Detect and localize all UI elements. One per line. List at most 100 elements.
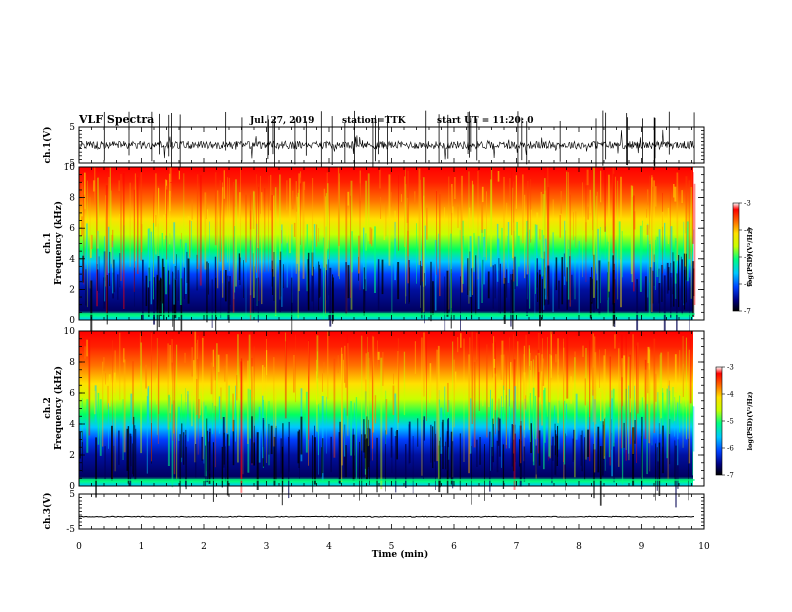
ch1-colorbar-ticks: -3 -4 -5 -6 -7 [739,200,751,316]
spectrogram-stripe [563,341,564,462]
spectrogram-stripe [674,398,675,421]
spectrogram-stripe [199,175,202,286]
spectrogram-stripe [520,421,522,481]
ch3-waveform-ticks: 5 -5 [66,490,705,535]
spectrogram-stripe [633,211,636,230]
spectrogram-stripe [368,419,369,467]
spectrogram-stripe [509,337,510,407]
spectrogram-stripe [548,338,549,461]
spectrogram-stripe [249,210,252,230]
spectrogram-stripe [632,427,635,486]
spectrogram-stripe [567,239,570,300]
spectrogram-stripe [429,363,432,399]
spectrogram-stripe [543,390,545,470]
spectrogram-stripe [587,206,589,220]
spectrogram-stripe [176,254,177,280]
ch1-colorbar-label: log(PSD)(V²/Hz) [746,228,754,287]
spectrogram-stripe [574,236,576,300]
spectrogram-stripe [168,270,170,318]
spectrogram-stripe [513,334,515,454]
spectrogram-stripe [214,172,217,246]
spectrogram-stripe [440,407,443,454]
spectrogram-stripe [686,268,687,303]
spectrogram-stripe [96,177,98,307]
spectrogram-stripe [511,171,513,236]
spectrogram-stripe [196,174,199,269]
spectrogram-stripe [204,192,207,270]
spectrogram-stripe [338,432,341,484]
spectrogram-stripe [444,207,445,225]
spectrogram-stripe [513,181,515,282]
spectrogram-stripe [296,196,299,264]
spectrogram-stripe [497,417,500,446]
spectrogram-stripe [299,171,302,184]
spectrogram-stripe [672,387,674,423]
spectrogram-stripe [328,259,330,296]
spectrogram-stripe [655,186,657,207]
spectrogram-stripe [311,252,314,302]
spectrogram-stripe [316,335,319,405]
spectrogram-stripe [444,276,446,338]
x-tick-label: 10 [698,542,710,552]
spectrogram-stripe [463,338,465,462]
spectrogram-stripe [273,252,275,301]
spectrogram-stripe [435,433,436,490]
spectrogram-stripe [364,391,367,475]
spectrogram-stripe [394,210,396,239]
spectrogram-stripe [412,436,414,494]
spectrogram-stripe [452,441,454,489]
spectrogram-stripe [308,361,309,466]
x-tick-label: 0 [76,542,82,552]
spectrogram-stripe [325,196,326,314]
y-tick-label: 6 [69,389,75,399]
spectrogram-stripe [417,418,419,447]
spectrogram-stripe [688,349,691,464]
ch2-colorbar-label: log(PSD)(V²/Hz) [746,392,754,451]
spectrogram-stripe [460,195,462,283]
spectrogram-stripe [151,333,152,462]
spectrogram-stripe [299,430,300,479]
x-tick-label: 2 [201,542,207,552]
spectrogram-stripe [608,174,610,292]
spectrogram-stripe [535,224,538,265]
spectrogram-stripe [499,263,501,314]
colorbar-tick-label: -3 [744,200,751,208]
spectrogram-stripe [107,226,110,274]
spectrogram-stripe [174,266,176,315]
spectrogram-stripe [667,351,669,479]
spectrogram-stripe [432,281,434,315]
spectrogram-stripe [589,400,591,417]
spectrogram-stripe [597,228,599,309]
spectrogram-stripe [321,447,323,477]
spectrogram-stripe [414,341,416,374]
spectrogram-stripe [81,216,83,236]
spectrogram-stripe [611,398,613,477]
spectrogram-stripe [523,372,526,403]
spectrogram-stripe [112,241,114,294]
spectrogram-stripe [316,366,319,379]
spectrogram-stripe [528,396,530,429]
spectrogram-stripe [484,444,485,501]
ch1-waveform-ylabel: ch.1(V) [42,127,53,164]
spectrogram-stripe [436,349,439,462]
spectrogram-stripe [227,275,229,321]
spectrogram-stripe [284,341,287,419]
x-tick-label: 4 [326,542,332,552]
spectrogram-stripe [658,229,661,283]
spectrogram-stripe [286,227,288,244]
spectrogram-stripe [220,270,222,319]
spectrogram-stripe [515,175,517,209]
spectrogram-stripe [529,348,530,366]
spectrogram-stripe [555,434,557,477]
x-tick-label: 9 [639,542,645,552]
spectrogram-stripe [105,373,106,385]
spectrogram-stripe [289,178,291,254]
spectrogram-stripe [647,346,650,364]
spectrogram-stripe [662,425,664,474]
spectrogram-stripe [325,193,327,271]
spectrogram-stripe [575,393,578,440]
spectrogram-stripe [86,339,88,357]
spectrogram-stripe [313,266,314,312]
spectrogram-stripe [621,231,623,278]
ch1-waveform-trace [78,110,695,171]
